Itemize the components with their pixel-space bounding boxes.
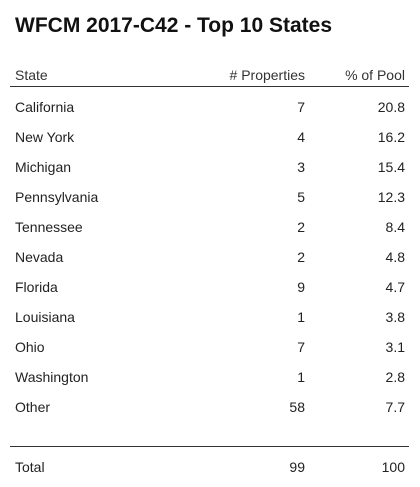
cell-properties: 4: [297, 129, 305, 145]
cell-state: Michigan: [15, 159, 72, 175]
table-body: California 7 20.8 New York 4 16.2 Michig…: [10, 87, 409, 422]
cell-properties: 3: [297, 159, 305, 175]
table-row: Ohio 7 3.1: [10, 332, 409, 362]
total-divider: [10, 422, 409, 447]
cell-properties: 2: [297, 219, 305, 235]
cell-pool: 3.1: [385, 339, 405, 355]
cell-state: Tennessee: [15, 219, 83, 235]
cell-pool: 20.8: [377, 99, 405, 115]
cell-properties: 1: [297, 309, 305, 325]
total-properties: 99: [289, 459, 305, 475]
table-row: Florida 9 4.7: [10, 272, 409, 302]
cell-state: Pennsylvania: [15, 189, 99, 205]
cell-state: Other: [15, 399, 51, 415]
cell-state: Nevada: [15, 249, 64, 265]
cell-pool: 4.8: [385, 249, 405, 265]
cell-pool: 16.2: [377, 129, 405, 145]
cell-pool: 15.4: [377, 159, 405, 175]
cell-properties: 9: [297, 279, 305, 295]
cell-properties: 7: [297, 99, 305, 115]
cell-state: Washington: [15, 369, 89, 385]
table-row: New York 4 16.2: [10, 122, 409, 152]
table-row: Michigan 3 15.4: [10, 152, 409, 182]
cell-state: Louisiana: [15, 309, 75, 325]
total-pool: 100: [381, 459, 405, 475]
states-table: State # Properties % of Pool California …: [10, 66, 409, 487]
cell-properties: 7: [297, 339, 305, 355]
table-row: Washington 1 2.8: [10, 362, 409, 392]
cell-properties: 5: [297, 189, 305, 205]
table-row: Other 58 7.7: [10, 392, 409, 422]
cell-state: Florida: [15, 279, 58, 295]
cell-pool: 8.4: [385, 219, 405, 235]
cell-pool: 12.3: [377, 189, 405, 205]
page-title: WFCM 2017-C42 - Top 10 States: [15, 14, 333, 37]
cell-pool: 7.7: [385, 399, 405, 415]
total-row: Total 99 100: [10, 447, 409, 487]
cell-state: New York: [15, 129, 75, 145]
cell-state: California: [15, 99, 75, 115]
cell-pool: 2.8: [385, 369, 405, 385]
cell-pool: 3.8: [385, 309, 405, 325]
table-row: Louisiana 1 3.8: [10, 302, 409, 332]
total-label: Total: [15, 459, 45, 475]
table-header: State # Properties % of Pool: [10, 66, 409, 87]
table-row: California 7 20.8: [10, 92, 409, 122]
table-row: Tennessee 2 8.4: [10, 212, 409, 242]
table-row: Pennsylvania 5 12.3: [10, 182, 409, 212]
cell-properties: 1: [297, 369, 305, 385]
header-pool: % of Pool: [345, 67, 405, 83]
cell-pool: 4.7: [385, 279, 405, 295]
header-state: State: [15, 67, 48, 83]
cell-properties: 58: [289, 399, 305, 415]
header-properties: # Properties: [229, 67, 305, 83]
cell-properties: 2: [297, 249, 305, 265]
table-row: Nevada 2 4.8: [10, 242, 409, 272]
cell-state: Ohio: [15, 339, 45, 355]
